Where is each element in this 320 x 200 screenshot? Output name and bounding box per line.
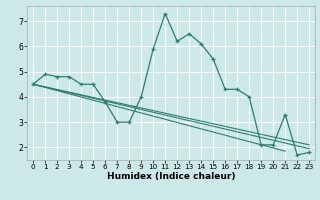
- X-axis label: Humidex (Indice chaleur): Humidex (Indice chaleur): [107, 172, 236, 181]
